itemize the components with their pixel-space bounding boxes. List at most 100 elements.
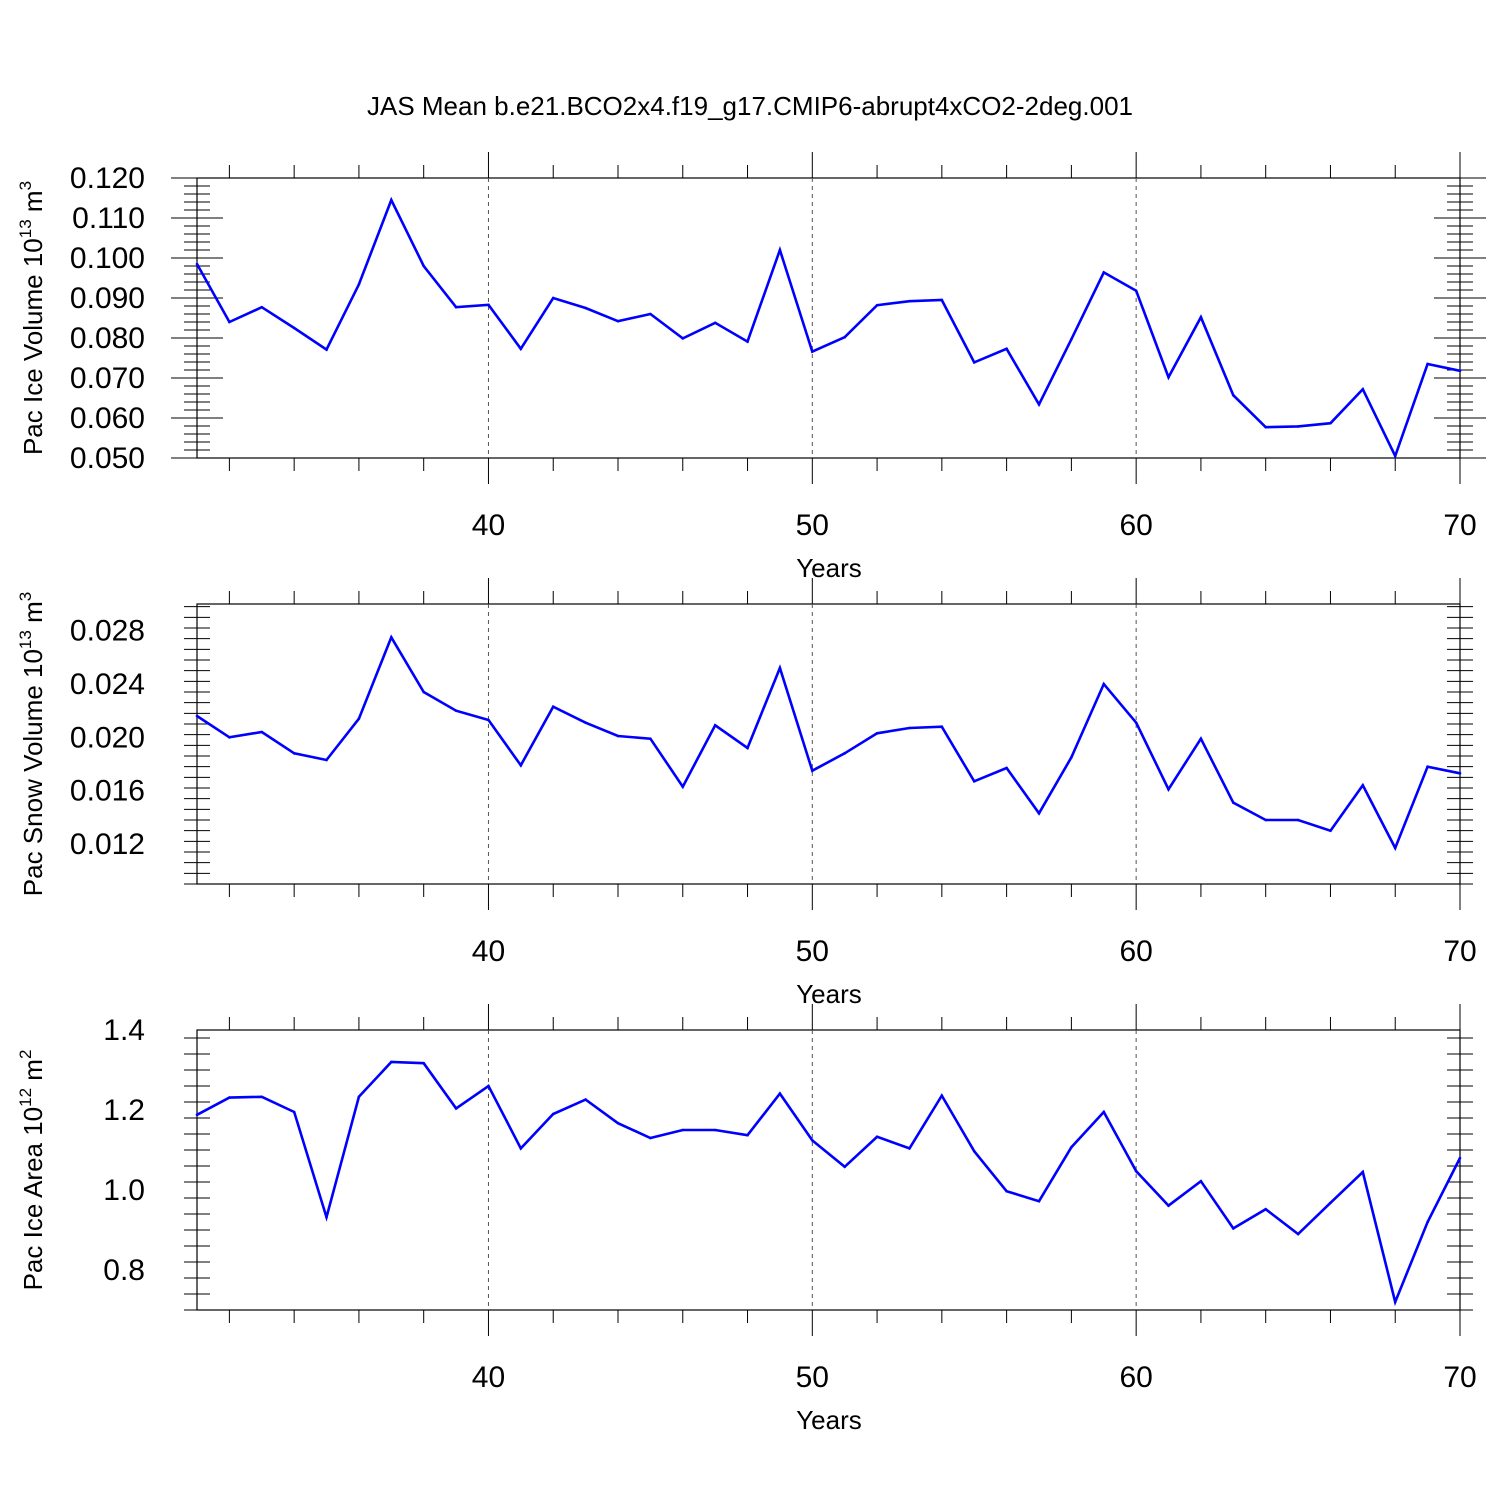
y-tick-label: 0.060 (70, 402, 145, 435)
x-axis-label: Years (796, 553, 862, 583)
data-point (1037, 403, 1041, 406)
data-point (649, 737, 652, 740)
x-tick-label: 50 (796, 935, 829, 968)
data-point (1070, 756, 1073, 759)
y-tick-label: 1.0 (103, 1174, 145, 1207)
data-series-line (196, 1060, 1462, 1307)
data-point (746, 746, 749, 750)
data-point (681, 337, 685, 340)
data-point (1361, 387, 1365, 391)
data-point (1361, 784, 1365, 787)
data-point (746, 340, 749, 343)
data-point (1296, 425, 1300, 428)
data-point (972, 780, 976, 783)
plot-frame (196, 603, 1461, 885)
data-point (1264, 1207, 1267, 1211)
data-point (357, 717, 361, 720)
data-point (681, 1128, 685, 1132)
data-point (519, 1147, 523, 1150)
y-axis-label: Pac Ice Area 1012 m2 (16, 1050, 48, 1291)
data-point (487, 303, 490, 307)
y-axis-label: Pac Snow Volume 1013 m3 (16, 592, 48, 896)
data-point (519, 347, 523, 351)
x-tick-label: 70 (1443, 1361, 1476, 1394)
data-point (195, 714, 199, 718)
y-tick-label: 0.050 (70, 442, 145, 475)
data-point (616, 734, 620, 738)
data-point (422, 690, 425, 694)
data-point (616, 1121, 620, 1125)
data-point (1134, 721, 1138, 724)
x-tick-label: 60 (1119, 509, 1152, 542)
data-point (1102, 1110, 1106, 1114)
data-point (1199, 737, 1203, 740)
data-point (1134, 289, 1138, 293)
data-point (1134, 1169, 1138, 1173)
data-point (875, 1135, 879, 1139)
data-point (228, 1096, 231, 1099)
plot-frame (196, 1029, 1461, 1311)
data-point (228, 320, 231, 324)
data-point (1167, 375, 1170, 379)
chart-panel-1: 0.050 0.060 0.070 0.080 0.090 0.100 0.110 0.120… (16, 152, 1486, 583)
data-point (1361, 1170, 1365, 1174)
x-tick-label: 40 (472, 935, 505, 968)
data-point (584, 721, 587, 724)
data-point (1167, 788, 1170, 791)
chart-panels: 0.050 0.060 0.070 0.080 0.090 0.100 0.110 0.120… (16, 152, 1486, 1435)
data-point (616, 319, 620, 323)
data-point (1296, 1232, 1300, 1236)
chart-panel-2: 0.012 0.016 0.020 0.024 0.028 40 50 60 70 Years Pa… (16, 578, 1477, 1009)
y-tick-label: 1.4 (103, 1014, 145, 1047)
data-point (778, 666, 782, 670)
data-point (713, 724, 717, 727)
data-point (1199, 1179, 1203, 1183)
x-tick-label: 50 (796, 1361, 829, 1394)
data-point (940, 1094, 944, 1097)
data-point (1393, 846, 1397, 850)
y-tick-label: 0.080 (70, 322, 145, 355)
plot-frame (196, 177, 1461, 459)
data-point (811, 350, 814, 353)
x-tick-label: 40 (472, 1361, 505, 1394)
data-point (1102, 271, 1106, 274)
data-point (1426, 362, 1429, 366)
data-point (551, 296, 555, 300)
chart-panel-3: 0.8 1.0 1.2 1.4 40 50 60 70 Years Pac Ice Area 10… (16, 1004, 1477, 1435)
data-point (1393, 454, 1397, 458)
data-point (1458, 369, 1462, 373)
data-point (908, 299, 911, 303)
data-point (713, 321, 717, 325)
data-point (357, 1095, 361, 1099)
data-point (908, 726, 911, 730)
y-tick-label: 1.2 (103, 1094, 145, 1127)
data-point (1037, 1199, 1041, 1203)
data-point (260, 1095, 264, 1099)
x-tick-label: 60 (1119, 935, 1152, 968)
data-point (1296, 818, 1300, 822)
x-axis-label: Years (796, 979, 862, 1009)
data-point (1393, 1300, 1397, 1304)
data-point (1232, 1227, 1235, 1230)
data-point (681, 785, 685, 788)
data-point (649, 312, 652, 316)
data-point (649, 1136, 652, 1140)
y-tick-label: 0.016 (70, 775, 145, 808)
data-point (1426, 765, 1429, 768)
data-series-line (196, 634, 1461, 852)
data-point (778, 1092, 782, 1095)
x-tick-label: 40 (472, 509, 505, 542)
data-point (1232, 801, 1235, 804)
data-point (195, 262, 199, 266)
data-point (940, 725, 944, 728)
data-point (390, 1060, 393, 1064)
data-point (875, 303, 879, 307)
data-point (551, 1112, 555, 1116)
y-tick-label: 0.070 (70, 362, 145, 395)
data-point (972, 361, 976, 364)
y-tick-label: 0.100 (70, 242, 145, 275)
data-point (1199, 315, 1203, 319)
data-point (357, 283, 361, 286)
data-point (1458, 772, 1462, 775)
